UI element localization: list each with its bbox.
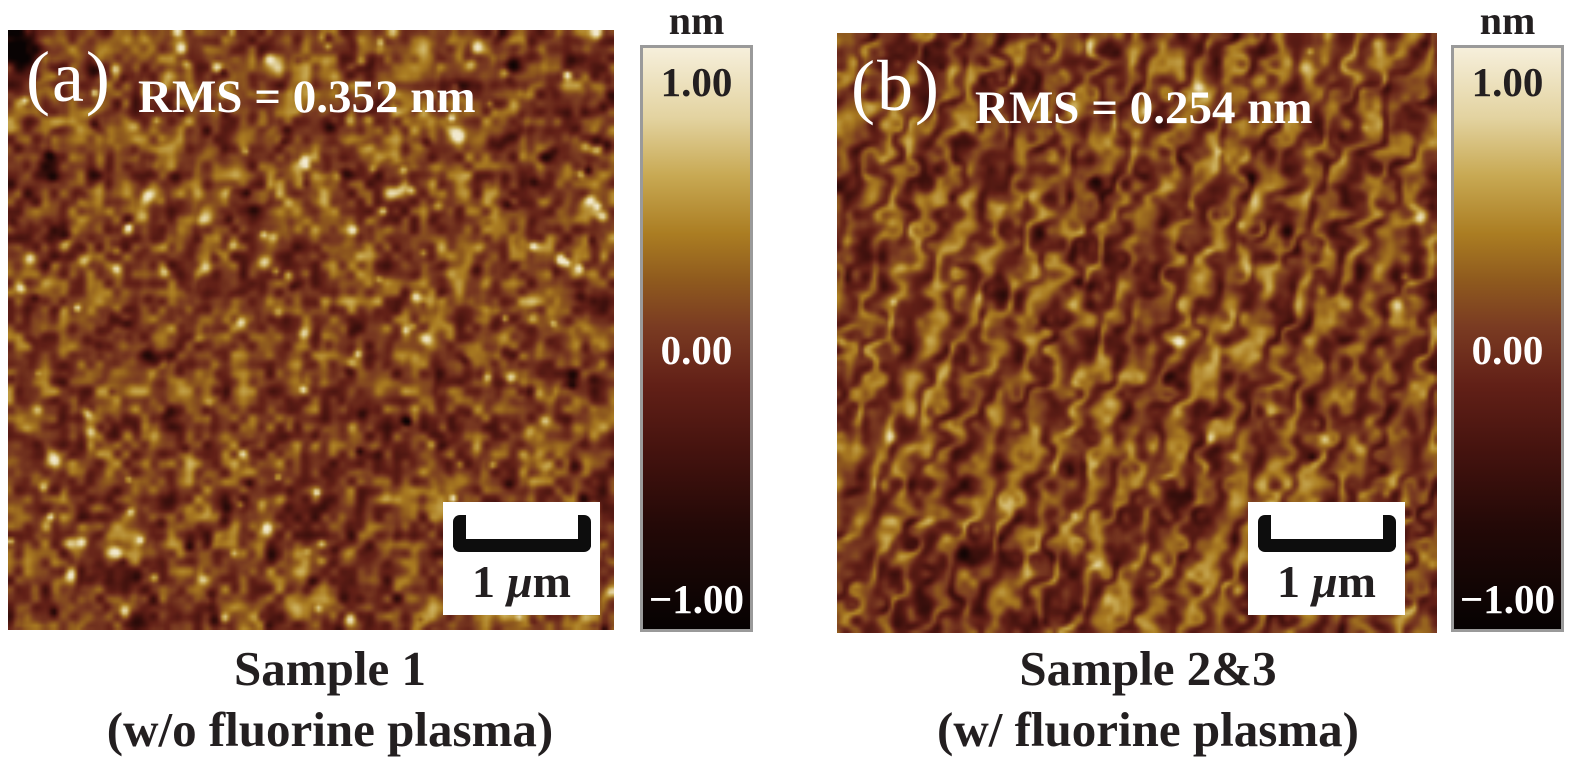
colorbar-b: nm 1.00 0.00 −1.00 [1451, 0, 1564, 632]
colorbar-b-gradient: 1.00 0.00 −1.00 [1451, 45, 1564, 632]
panel-a-rms-annotation: RMS = 0.352 nm [138, 71, 476, 123]
scale-bar-bracket-icon [452, 515, 591, 552]
colorbar-b-tick-max: 1.00 [1471, 59, 1544, 105]
afm-panel-a: (a) RMS = 0.352 nm 1 μm [8, 30, 614, 630]
scale-bar-a-unit: m [532, 556, 571, 607]
panel-b-caption-title: Sample 2&3 [1019, 641, 1277, 696]
scale-bar-a-label: 1 μm [443, 554, 600, 609]
scale-bar-b-unit: m [1337, 556, 1376, 607]
colorbar-b-tick-min: −1.00 [1459, 576, 1556, 622]
colorbar-a-tick-zero: 0.00 [660, 327, 733, 374]
panel-a-caption-subtitle: (w/o fluorine plasma) [106, 702, 554, 757]
panel-b-rms-annotation: RMS = 0.254 nm [975, 82, 1313, 134]
colorbar-a-tick-min: −1.00 [648, 576, 745, 622]
panel-b-caption: Sample 2&3 (w/ fluorine plasma) [840, 638, 1456, 760]
colorbar-a: nm 1.00 0.00 −1.00 [640, 0, 753, 632]
scale-bar-a-mu: μ [507, 556, 533, 607]
colorbar-a-tick-max: 1.00 [660, 59, 733, 105]
scale-bar-b: 1 μm [1248, 502, 1405, 615]
panel-a-label: (a) [26, 37, 112, 117]
scale-bar-a: 1 μm [443, 502, 600, 615]
colorbar-a-unit-label: nm [668, 0, 725, 43]
panel-a-caption-title: Sample 1 [234, 641, 426, 696]
scale-bar-b-mu: μ [1312, 556, 1338, 607]
scale-bar-a-number: 1 [472, 556, 496, 607]
scale-bar-bracket-icon [1257, 515, 1396, 552]
panel-a-caption: Sample 1 (w/o fluorine plasma) [20, 638, 640, 760]
panel-b-caption-subtitle: (w/ fluorine plasma) [937, 702, 1359, 757]
colorbar-a-gradient: 1.00 0.00 −1.00 [640, 45, 753, 632]
scale-bar-b-number: 1 [1277, 556, 1301, 607]
panel-b-label: (b) [851, 46, 941, 126]
colorbar-b-unit-label: nm [1479, 0, 1536, 43]
scale-bar-b-label: 1 μm [1248, 554, 1405, 609]
afm-panel-b: (b) RMS = 0.254 nm 1 μm [837, 33, 1437, 633]
colorbar-b-tick-zero: 0.00 [1471, 327, 1544, 374]
